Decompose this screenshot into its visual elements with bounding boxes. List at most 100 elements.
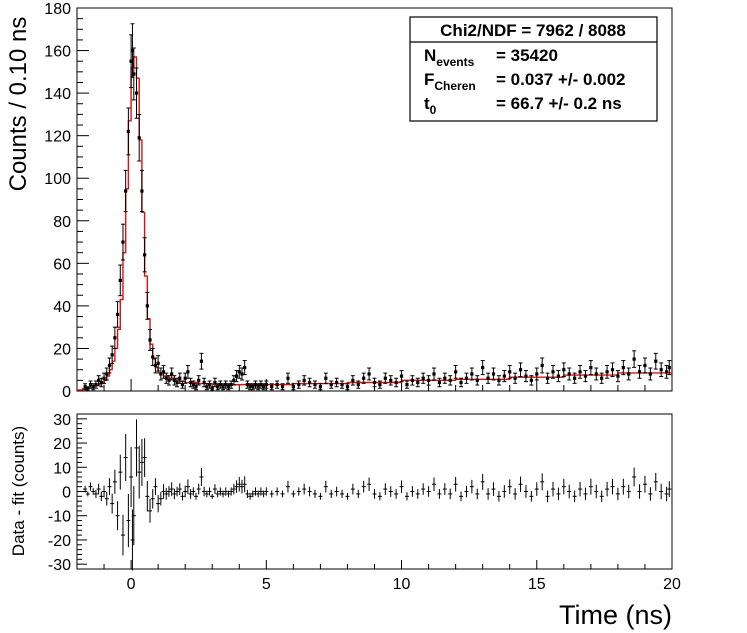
data-point bbox=[642, 357, 647, 374]
data-marker bbox=[329, 383, 333, 387]
data-marker bbox=[399, 374, 404, 378]
stats-fcheren-sub: Cheren bbox=[434, 79, 475, 93]
residual-point bbox=[204, 490, 209, 498]
data-point bbox=[110, 345, 115, 365]
data-point bbox=[129, 34, 134, 89]
data-marker bbox=[367, 372, 371, 376]
data-point bbox=[180, 380, 185, 389]
data-point bbox=[153, 357, 158, 374]
data-marker bbox=[340, 383, 344, 387]
data-point bbox=[115, 301, 120, 328]
data-marker bbox=[481, 365, 485, 370]
data-point bbox=[148, 329, 153, 351]
data-point bbox=[158, 367, 163, 381]
stats-fcheren-symbol: FCheren bbox=[424, 70, 476, 93]
data-marker bbox=[243, 365, 247, 370]
residual-point bbox=[361, 480, 366, 493]
data-marker bbox=[229, 383, 233, 387]
data-point bbox=[210, 386, 215, 392]
data-point bbox=[275, 380, 280, 389]
residual-point bbox=[123, 434, 128, 482]
data-marker bbox=[126, 129, 130, 134]
x-tick-label: 20 bbox=[663, 576, 681, 593]
top-panel: 0 20 40 60 80 100 120 140 160 180 Counts / 0.10 n… bbox=[5, 1, 673, 401]
residual-point bbox=[561, 478, 566, 495]
data-point bbox=[388, 375, 393, 386]
residual-point bbox=[340, 489, 345, 499]
bottom-y-tick-label: -10 bbox=[48, 509, 71, 526]
data-marker bbox=[186, 370, 190, 374]
data-marker bbox=[448, 378, 452, 382]
data-point bbox=[637, 364, 642, 379]
data-marker bbox=[280, 385, 285, 389]
residual-point bbox=[150, 489, 155, 509]
bottom-x-axis-ticks: 0 5 10 15 20 bbox=[76, 560, 681, 593]
stats-header: Chi2/NDF = 7962 / 8088 bbox=[440, 21, 626, 40]
residual-point bbox=[115, 501, 120, 531]
residual-point bbox=[229, 487, 234, 496]
residual-point bbox=[502, 485, 507, 498]
data-marker bbox=[562, 368, 566, 372]
top-y-tick-label: 80 bbox=[53, 214, 71, 231]
data-point bbox=[453, 364, 458, 379]
residual-point bbox=[453, 476, 458, 492]
residual-point bbox=[313, 489, 317, 499]
residual-point bbox=[534, 482, 539, 496]
residual-point bbox=[166, 486, 171, 497]
residual-point bbox=[194, 492, 198, 500]
data-marker bbox=[207, 383, 212, 387]
data-marker bbox=[256, 385, 260, 389]
data-marker bbox=[175, 380, 179, 385]
residual-point bbox=[199, 468, 204, 486]
residual-point bbox=[256, 490, 261, 498]
data-marker bbox=[156, 361, 160, 365]
residual-point bbox=[212, 484, 217, 494]
residual-point bbox=[234, 480, 239, 493]
residual-point bbox=[469, 479, 474, 494]
data-marker bbox=[426, 378, 431, 382]
residual-point bbox=[513, 488, 518, 500]
data-point bbox=[237, 364, 242, 379]
data-marker bbox=[86, 387, 90, 391]
data-point bbox=[345, 383, 350, 391]
residual-point bbox=[648, 487, 653, 501]
data-point bbox=[491, 367, 496, 381]
data-point bbox=[421, 372, 426, 384]
residual-point bbox=[523, 485, 528, 498]
residual-point bbox=[99, 491, 104, 502]
data-marker bbox=[351, 378, 355, 382]
data-point bbox=[177, 372, 182, 384]
data-marker bbox=[191, 383, 195, 387]
residual-point bbox=[442, 483, 447, 495]
bottom-y-tick-label: -20 bbox=[48, 533, 71, 550]
data-marker bbox=[616, 374, 620, 378]
data-marker bbox=[443, 376, 447, 380]
residual-point bbox=[388, 486, 393, 497]
top-y-tick-label: 140 bbox=[44, 86, 71, 103]
residual-point bbox=[188, 489, 193, 499]
top-y-axis-title: Counts / 0.10 ns bbox=[5, 17, 32, 192]
residual-point bbox=[118, 454, 123, 490]
residual-point bbox=[210, 493, 215, 499]
data-marker bbox=[210, 387, 214, 391]
data-point bbox=[567, 367, 572, 381]
data-marker bbox=[161, 370, 166, 374]
top-y-tick-label: 120 bbox=[44, 129, 71, 146]
top-y-tick-label: 20 bbox=[53, 341, 71, 358]
bottom-y-tick-label: 0 bbox=[62, 485, 71, 502]
data-marker bbox=[199, 359, 204, 363]
residual-point bbox=[269, 490, 274, 498]
residual-point bbox=[404, 492, 409, 501]
x-axis-title: Time (ns) bbox=[559, 600, 672, 630]
data-marker bbox=[491, 372, 496, 376]
data-point bbox=[426, 375, 431, 386]
data-point bbox=[285, 372, 290, 384]
residual-point bbox=[296, 487, 301, 496]
data-marker bbox=[145, 304, 149, 308]
residual-point bbox=[223, 487, 228, 496]
data-point bbox=[172, 375, 177, 386]
residual-point bbox=[448, 488, 453, 500]
data-point bbox=[126, 107, 131, 156]
data-marker bbox=[356, 383, 360, 387]
data-point bbox=[269, 383, 274, 391]
